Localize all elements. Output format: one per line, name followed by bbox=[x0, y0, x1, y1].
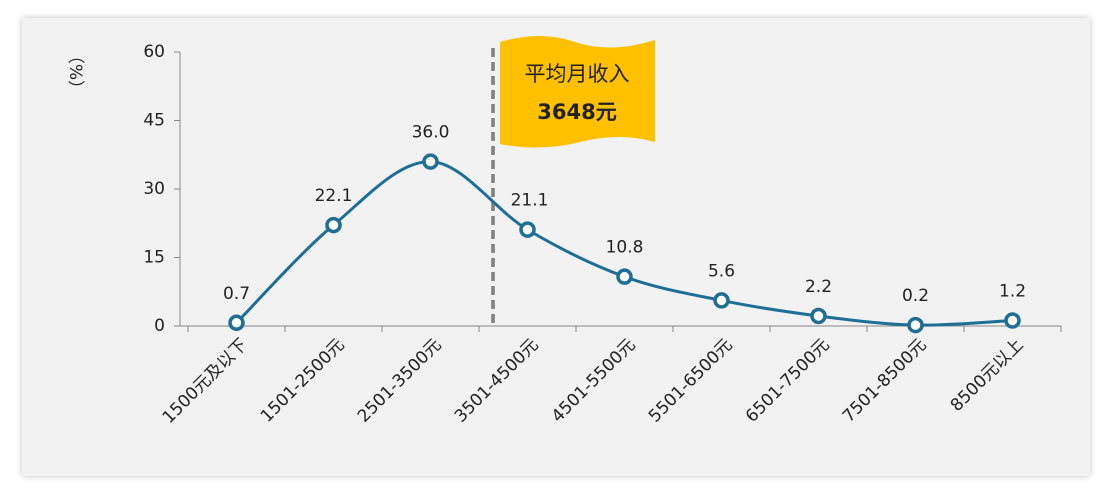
marker bbox=[616, 268, 633, 285]
data-label: 5.6 bbox=[708, 261, 735, 281]
y-tick-label: 0 bbox=[154, 316, 165, 336]
flag bbox=[500, 36, 655, 148]
y-tick-label: 15 bbox=[143, 248, 165, 268]
data-label: 36.0 bbox=[412, 123, 450, 143]
marker bbox=[325, 216, 342, 234]
marker bbox=[519, 221, 536, 238]
data-label: 10.8 bbox=[606, 238, 644, 258]
data-label: 0.7 bbox=[223, 284, 250, 304]
data-label: 0.2 bbox=[902, 286, 929, 306]
marker bbox=[810, 307, 827, 325]
line bbox=[235, 160, 1013, 327]
marker bbox=[422, 153, 439, 170]
data-label: 1.2 bbox=[999, 282, 1026, 302]
annotation-title: 平均月收入 bbox=[525, 62, 630, 86]
y-tick-label: 60 bbox=[143, 42, 165, 62]
annotation-text: 3648元 bbox=[537, 100, 616, 124]
marker bbox=[1004, 312, 1021, 329]
marker bbox=[713, 292, 730, 309]
data-label: 2.2 bbox=[805, 277, 832, 297]
marker bbox=[228, 314, 245, 332]
marker bbox=[907, 316, 924, 334]
data-label: 21.1 bbox=[511, 191, 549, 211]
y-tick-label: 30 bbox=[143, 179, 165, 199]
y-axis-label: （%） bbox=[65, 47, 85, 97]
data-label: 22.1 bbox=[315, 186, 353, 206]
y-tick-label: 45 bbox=[143, 111, 165, 131]
